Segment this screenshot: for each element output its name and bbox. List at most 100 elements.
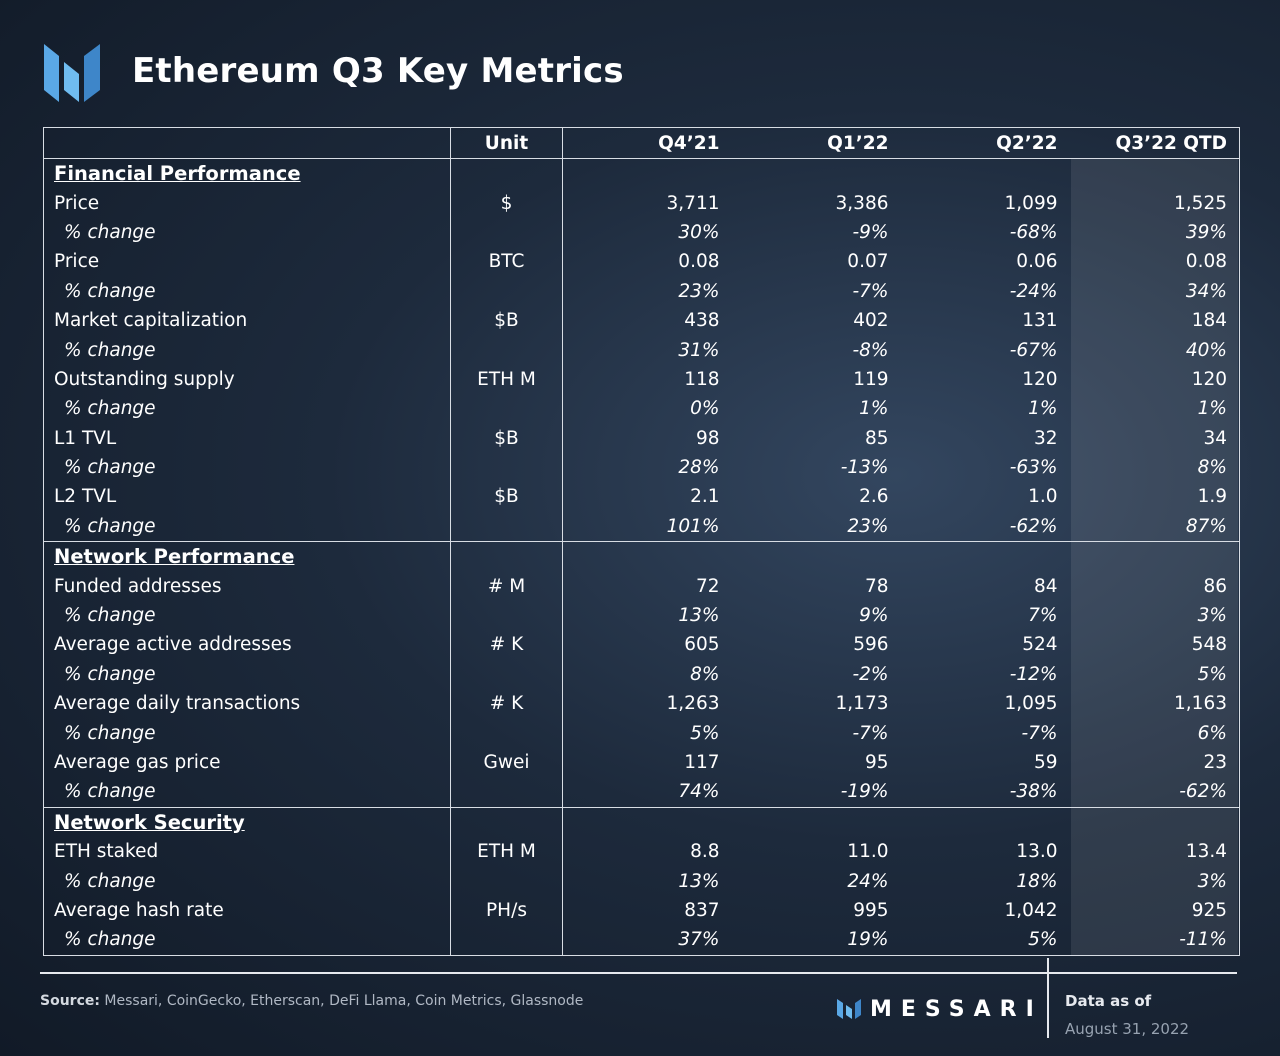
table-row-change: % change 30% -9% -68% 39% [43, 217, 1240, 248]
table-row-change: % change 28% -13% -63% 8% [43, 452, 1240, 483]
cell-change: 23% [678, 280, 720, 302]
table-row-change: % change 23% -7% -24% 34% [43, 276, 1240, 306]
table-row-change: % change 31% -8% -67% 40% [43, 335, 1240, 365]
cell-change: 5% [690, 722, 720, 744]
cell-change: -7% [852, 722, 889, 744]
cell-value: 34 [1203, 427, 1227, 449]
table-row: Outstanding supply ETH M 118 119 120 120 [43, 364, 1240, 395]
row-unit: ETH M [450, 364, 563, 395]
cell-value: 120 [1022, 368, 1058, 390]
cell-change: -19% [840, 781, 889, 803]
row-unit: # M [450, 571, 563, 601]
change-label: % change [43, 659, 451, 690]
cell-change: 8% [1197, 457, 1227, 479]
cell-value: 837 [684, 899, 720, 921]
cell-change: -8% [852, 339, 889, 361]
source-note: Source: Messari, CoinGecko, Etherscan, D… [40, 993, 583, 1009]
cell-change: -24% [1009, 280, 1058, 302]
cell-value: 1.0 [1028, 486, 1058, 508]
row-label: Price [43, 188, 451, 218]
cell-change: 19% [847, 929, 889, 951]
table-row-change: % change 5% -7% -7% 6% [43, 718, 1240, 748]
cell-value: 85 [864, 427, 889, 449]
row-unit: PH/s [450, 895, 563, 926]
cell-change: 24% [847, 870, 889, 892]
cell-value: 1,042 [1004, 899, 1058, 921]
table-row-change: % change 8% -2% -12% 5% [43, 659, 1240, 690]
row-label: Average hash rate [43, 895, 451, 926]
row-label: Average daily transactions [43, 689, 451, 719]
row-unit: # K [450, 630, 563, 660]
table-row: Average hash rate PH/s 837 995 1,042 925 [43, 895, 1240, 926]
cell-value: 0.07 [847, 251, 889, 273]
row-unit: $B [450, 305, 563, 336]
cell-change: -62% [1179, 781, 1227, 803]
table-row: Funded addresses # M 72 78 84 86 [43, 571, 1240, 601]
cell-change: -12% [1009, 663, 1058, 685]
cell-change: 1% [859, 398, 889, 420]
cell-value: 84 [1033, 575, 1058, 597]
cell-value: 596 [853, 634, 889, 656]
cell-change: 87% [1185, 515, 1227, 537]
cell-change: -7% [852, 280, 889, 302]
cell-value: 3,711 [666, 192, 720, 214]
cell-change: -63% [1009, 457, 1058, 479]
data-as-of-date: August 31, 2022 [1065, 1020, 1190, 1038]
cell-value: 118 [684, 368, 720, 390]
table-row: Price BTC 0.08 0.07 0.06 0.08 [43, 247, 1240, 277]
change-label: % change [43, 394, 451, 424]
row-label: Average active addresses [43, 630, 451, 660]
cell-value: 0.06 [1016, 251, 1058, 273]
change-label: % change [43, 925, 451, 956]
cell-value: 11.0 [847, 841, 889, 863]
cell-value: 1,263 [666, 693, 720, 715]
cell-value: 8.8 [690, 841, 720, 863]
row-label: L1 TVL [43, 423, 451, 453]
cell-value: 548 [1191, 634, 1227, 656]
row-unit: # K [450, 689, 563, 719]
row-unit: $ [450, 188, 563, 218]
row-unit: ETH M [450, 836, 563, 867]
row-label: Price [43, 247, 451, 277]
cell-value: 86 [1203, 575, 1227, 597]
table-row-change: % change 74% -19% -38% -62% [43, 777, 1240, 808]
cell-change: 7% [1028, 605, 1058, 627]
table-row-change: % change 13% 24% 18% 3% [43, 866, 1240, 896]
cell-change: 74% [678, 781, 720, 803]
change-label: % change [43, 511, 451, 542]
section-row-network: Network Performance [43, 541, 1240, 572]
cell-change: 8% [690, 663, 720, 685]
table-row: Average active addresses # K 605 596 524… [43, 630, 1240, 660]
cell-change: 28% [678, 457, 720, 479]
cell-value: 524 [1022, 634, 1058, 656]
cell-value: 120 [1191, 368, 1227, 390]
cell-change: -11% [1179, 929, 1227, 951]
change-label: % change [43, 335, 451, 365]
cell-change: -13% [840, 457, 889, 479]
metrics-table: Unit Q4’21 Q1’22 Q2’22 Q3’22 QTD Financi… [43, 127, 1240, 956]
row-unit: BTC [450, 247, 563, 277]
header-q1-22: Q1’22 [731, 127, 901, 159]
cell-change: -62% [1009, 515, 1058, 537]
header-q2-22: Q2’22 [900, 127, 1070, 159]
cell-change: 5% [1197, 663, 1227, 685]
change-label: % change [43, 276, 451, 306]
cell-value: 98 [695, 427, 720, 449]
row-label: Average gas price [43, 747, 451, 778]
messari-brand: MESSARI [836, 996, 1043, 1022]
cell-change: 5% [1028, 929, 1058, 951]
messari-logo-icon [44, 44, 100, 102]
cell-change: -68% [1009, 221, 1058, 243]
cell-value: 3,386 [835, 192, 889, 214]
cell-change: -38% [1009, 781, 1058, 803]
cell-change: 31% [678, 339, 720, 361]
cell-value: 1,099 [1004, 192, 1058, 214]
cell-value: 438 [684, 310, 720, 332]
cell-change: 101% [666, 515, 720, 537]
cell-value: 1,163 [1174, 693, 1227, 715]
header-q4-21: Q4’21 [562, 127, 732, 159]
cell-change: -67% [1009, 339, 1058, 361]
cell-change: 34% [1185, 280, 1227, 302]
messari-mark-icon [837, 999, 861, 1019]
cell-value: 131 [1022, 310, 1058, 332]
